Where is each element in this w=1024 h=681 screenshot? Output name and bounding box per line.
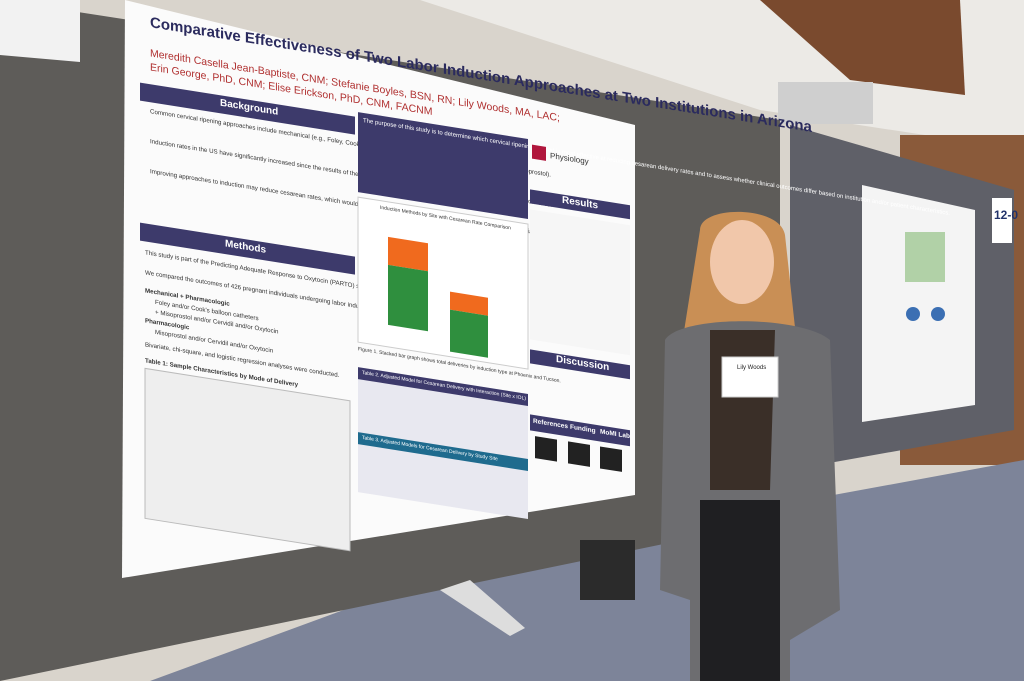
table-bar [358,367,528,407]
far-poster-pie [931,307,945,321]
far-poster-pie [906,307,920,321]
section-bar [140,82,355,135]
pants [700,500,780,681]
bar-segment [388,236,428,272]
chart-box [357,196,529,370]
results-text [530,209,630,356]
logo [532,144,546,161]
purpose-box [358,112,528,220]
section-bar [530,349,630,380]
tables-box [358,367,528,520]
vent [778,82,873,124]
table-bar [358,432,528,472]
qr-code [568,441,590,467]
table [144,367,351,552]
bar-segment [450,291,488,316]
footer-label: Funding [570,424,596,435]
background-person-legs [580,540,635,600]
section-bar [530,189,630,220]
badge-name: Lily Woods [737,365,766,371]
section-bar [140,222,355,275]
footer-bar [530,414,630,447]
bar-segment [388,264,428,332]
footer-label: MoMI Lab [600,428,630,440]
board-tag [992,198,1012,243]
top [710,330,775,490]
far-poster-block [905,232,945,282]
board-number: 12-0 [994,208,1018,222]
qr-code [600,446,622,472]
name-badge [721,356,779,398]
far-poster [862,185,975,422]
poster-edge [0,0,80,62]
face [710,220,774,304]
qr-code [535,436,557,462]
beam [760,0,965,95]
bar-segment [450,309,488,358]
stand-leg [440,580,525,636]
